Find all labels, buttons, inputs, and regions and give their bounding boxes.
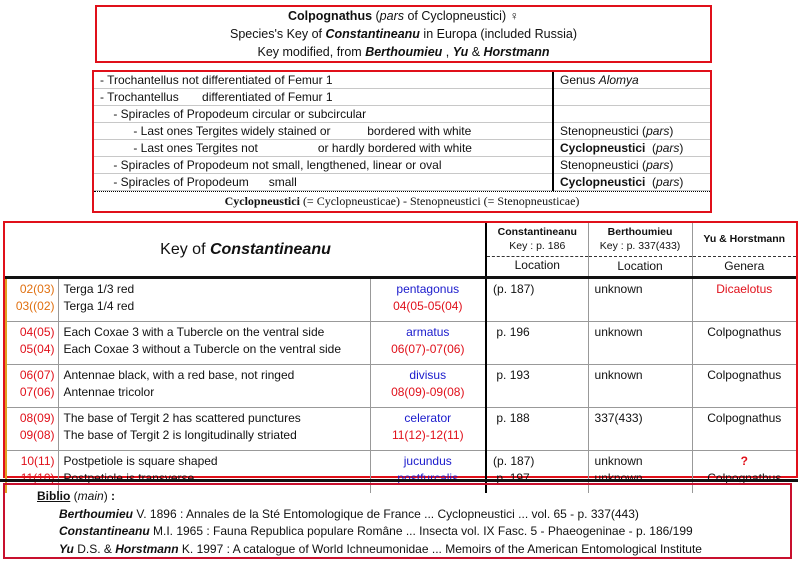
species-cell: celerator 11(12)-12(11) xyxy=(369,407,487,451)
key-row: 04(05) 05(04) Each Coxae 3 with a Tubercle… xyxy=(5,321,796,365)
species-name: pentagonus xyxy=(396,282,460,296)
key-title: Key of Constantineanu xyxy=(6,223,487,279)
genera: ? Colpognathus xyxy=(691,450,796,493)
col-yu-horstmann: Yu & Horstmann xyxy=(691,223,796,257)
couplet-codes: 02(03) 03((02) xyxy=(5,277,58,322)
title-line-3: Key modified, from Berthoumieu , Yu & Ho… xyxy=(257,45,550,59)
prekey-row: - Last ones Tergites not or hardly borde… xyxy=(94,139,710,157)
key-table: Key of Constantineanu Constantineanu Key … xyxy=(3,221,798,493)
species-name: divisus xyxy=(409,368,447,382)
couplet-text: Each Coxae 3 with a Tubercle on the vent… xyxy=(57,321,370,365)
col-label: Genera xyxy=(691,256,796,279)
separator xyxy=(0,479,798,482)
genera: Dicaelotus xyxy=(691,277,796,322)
species-cell: divisus 08(09)-09(08) xyxy=(369,364,487,408)
title-box: Colpognathus (pars of Cyclopneustici) ♀ … xyxy=(95,5,712,63)
couplet-text: The base of Tergit 2 has scattered punct… xyxy=(57,407,370,451)
prekey-text: - Spiracles of Propodeum circular or sub… xyxy=(94,105,553,123)
species-name: celerator xyxy=(404,411,452,425)
key-row: 02(03) 03((02) Terga 1/3 red Terga 1/4 red p… xyxy=(5,277,796,322)
constantineanu-location: p. 188 xyxy=(485,407,589,451)
genera: Colpognathus xyxy=(691,364,796,408)
prekey-result: Stenopneustici (pars) xyxy=(552,156,710,174)
genera: Colpognathus xyxy=(691,321,796,365)
prekey-result xyxy=(552,105,710,123)
prekey-row: - Spiracles of Propodeum small Cyclopneus… xyxy=(94,173,710,191)
title-line-1: Colpognathus (pars of Cyclopneustici) ♀ xyxy=(288,9,519,23)
prekey-footnote: Cyclopneustici (= Cyclopneusticae) - Ste… xyxy=(94,191,710,209)
biblio-box: Biblio (main) : Berthoumieu V. 1896 : An… xyxy=(3,483,792,559)
species-name: armatus xyxy=(406,325,450,339)
biblio-ref: Yu D.S. & Horstmann K. 1997 : A catalogu… xyxy=(59,541,702,556)
constantineanu-location: p. 193 xyxy=(485,364,589,408)
col-berthoumieu: Berthoumieu Key : p. 337(433) xyxy=(587,223,693,257)
berthoumieu-location: unknown xyxy=(587,277,693,322)
species-name: jucundus xyxy=(403,454,452,468)
berthoumieu-location: unknown xyxy=(587,364,693,408)
couplet-text: Terga 1/3 red Terga 1/4 red xyxy=(57,277,370,322)
species-cell: pentagonus 04(05-05(04) xyxy=(369,277,487,322)
prekey-text: - Spiracles of Propodeum not small, leng… xyxy=(94,156,553,174)
prekey-result: Genus Alomya xyxy=(552,72,710,89)
berthoumieu-location: unknown xyxy=(587,321,693,365)
prekey-row: - Trochantellus differentiated of Femur … xyxy=(94,88,710,106)
biblio-ref: Berthoumieu V. 1896 : Annales de la Sté … xyxy=(59,506,639,521)
constantineanu-location: (p. 187) p. 197 xyxy=(485,450,589,493)
prekey-row: - Last ones Tergites widely stained or b… xyxy=(94,122,710,140)
biblio-heading: Biblio (main) : xyxy=(37,489,116,503)
prekey-result: Cyclopneustici (pars) xyxy=(552,173,710,191)
title-line-2: Species's Key of Constantineanu in Europ… xyxy=(230,27,577,41)
constantineanu-location: (p. 187) xyxy=(485,277,589,322)
col-label: Location xyxy=(587,256,693,279)
couplet-codes: 06(07) 07(06) xyxy=(5,364,58,408)
prekey-text: - Trochantellus differentiated of Femur … xyxy=(94,88,553,106)
prekey-row: - Spiracles of Propodeum not small, leng… xyxy=(94,156,710,174)
prekey-text: - Spiracles of Propodeum small xyxy=(94,173,553,191)
genera: Colpognathus xyxy=(691,407,796,451)
prekey-text: - Last ones Tergites widely stained or b… xyxy=(94,122,553,140)
prekey-result: Cyclopneustici (pars) xyxy=(552,139,710,157)
prekey-text: - Trochantellus not differentiated of Fe… xyxy=(94,72,553,89)
prekey-box: - Trochantellus not differentiated of Fe… xyxy=(92,70,712,213)
prekey-row: - Trochantellus not differentiated of Fe… xyxy=(94,72,710,89)
key-row: 08(09) 09(08) The base of Tergit 2 has sca… xyxy=(5,407,796,451)
couplet-codes: 08(09) 09(08) xyxy=(5,407,58,451)
prekey-text: - Last ones Tergites not or hardly borde… xyxy=(94,139,553,157)
key-row: 06(07) 07(06) Antennae black, with a red b… xyxy=(5,364,796,408)
species-cell: armatus 06(07)-07(06) xyxy=(369,321,487,365)
constantineanu-location: p. 196 xyxy=(485,321,589,365)
prekey-row: - Spiracles of Propodeum circular or sub… xyxy=(94,105,710,123)
couplet-codes: 10(11) 11(10) xyxy=(5,450,58,493)
col-constantineanu: Constantineanu Key : p. 186 xyxy=(485,223,589,257)
female-symbol-icon: ♀ xyxy=(509,9,519,23)
col-label: Location xyxy=(485,256,589,279)
species-cell: jucundus postfurcalis xyxy=(369,450,487,493)
prekey-result xyxy=(552,88,710,106)
berthoumieu-location: 337(433) xyxy=(587,407,693,451)
couplet-codes: 04(05) 05(04) xyxy=(5,321,58,365)
couplet-text: Antennae black, with a red base, not rin… xyxy=(57,364,370,408)
prekey-result: Stenopneustici (pars) xyxy=(552,122,710,140)
berthoumieu-location: unknown unknown xyxy=(587,450,693,493)
biblio-ref: Constantineanu M.I. 1965 : Fauna Republi… xyxy=(59,524,693,538)
